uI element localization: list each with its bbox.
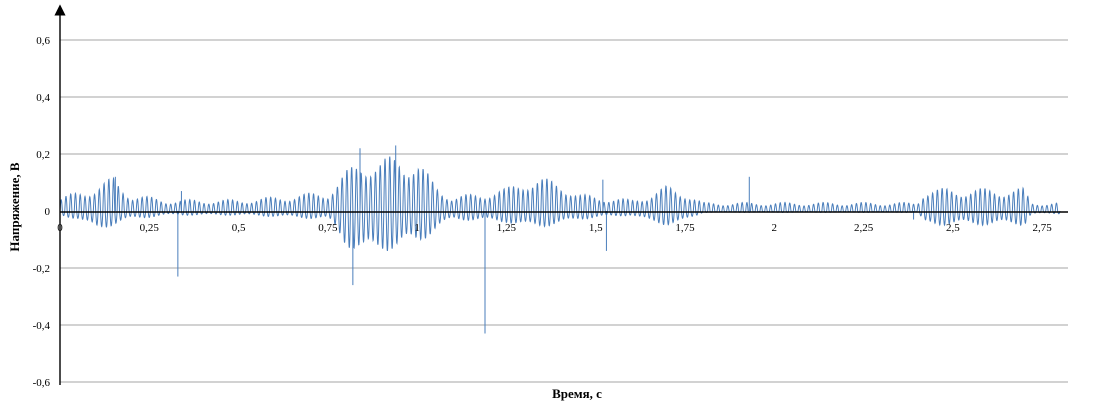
y-tick-label: -0,4 (33, 320, 51, 332)
y-tick-label: 0,2 (36, 149, 50, 161)
x-tick-label: 1,25 (497, 222, 517, 234)
x-tick-label: 1,5 (589, 222, 603, 234)
tick-labels: 0,6 0,4 0,2 0 -0,2 -0,4 -0,6 0 0,25 0,5 0,75 1 1,25 1… (33, 35, 1053, 389)
signal-series (59, 145, 1061, 334)
y-axis-label: Напряжение, В (7, 162, 22, 251)
x-tick-label: 2,75 (1033, 222, 1053, 234)
x-tick-label: 0,5 (232, 222, 246, 234)
gridlines (60, 39, 1068, 383)
axes (54, 4, 1068, 385)
x-tick-label: 1 (414, 222, 420, 234)
y-tick-label: -0,6 (33, 377, 51, 389)
x-tick-label: 2,25 (854, 222, 874, 234)
y-tick-label: 0,4 (36, 92, 50, 104)
x-tick-label: 2,5 (946, 222, 960, 234)
x-tick-label: 0,75 (318, 222, 338, 234)
x-tick-label: 0 (57, 222, 63, 234)
x-tick-label: 0,25 (140, 222, 160, 234)
y-tick-label: 0,6 (36, 35, 50, 47)
x-axis-label: Время, с (552, 386, 602, 401)
x-tick-label: 1,75 (675, 222, 695, 234)
x-tick-label: 2 (772, 222, 778, 234)
signal-line (59, 156, 1061, 251)
y-tick-label: 0 (45, 206, 51, 218)
y-tick-label: -0,2 (33, 263, 50, 275)
